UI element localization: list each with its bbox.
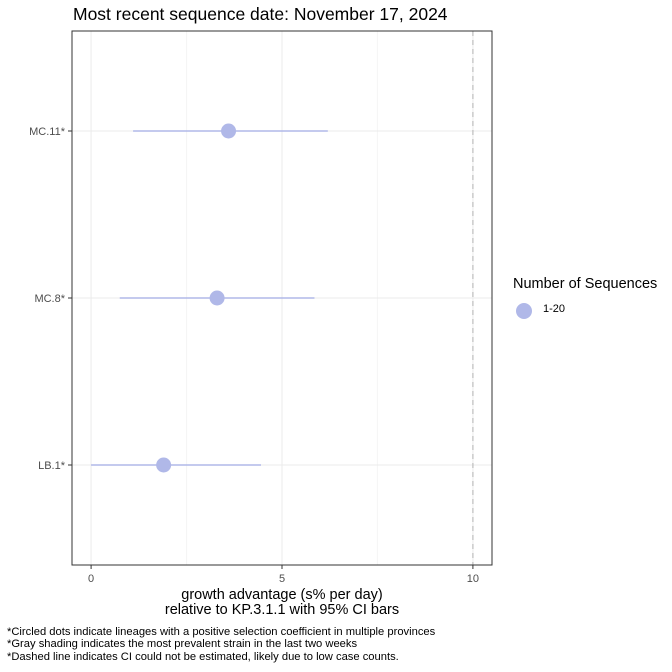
data-marks [91,123,328,473]
legend-marker [516,303,532,319]
y-tick-label: MC.8* [34,293,65,305]
data-point [156,457,172,473]
chart-title: Most recent sequence date: November 17, … [73,4,448,24]
y-tick-label: MC.11* [29,126,66,138]
legend-label: 1-20 [543,303,566,315]
x-tick-label: 0 [88,573,94,585]
y-tick-label: LB.1* [38,460,66,472]
footnote: *Gray shading indicates the most prevale… [7,638,358,651]
x-tick-label: 5 [279,573,285,585]
x-tick-label: 10 [467,573,479,585]
legend-title: Number of Sequences [513,276,658,292]
footnote: *Dashed line indicates CI could not be e… [7,650,399,663]
axis-ticks: 0 5 10 MC.11* MC.8* LB.1* [29,126,479,585]
data-point [221,123,237,139]
data-point [209,290,225,306]
legend-item: 1-20 [513,300,633,322]
footnote: *Circled dots indicate lineages with a p… [7,626,436,638]
legend: Number of Sequences 1-20 [513,276,658,319]
x-axis-label-line-2: relative to KP.3.1.1 with 95% CI bars [164,602,400,618]
footnotes: *Circled dots indicate lineages with a p… [7,626,435,663]
x-axis-label-line-1: growth advantage (s% per day) [181,587,383,603]
